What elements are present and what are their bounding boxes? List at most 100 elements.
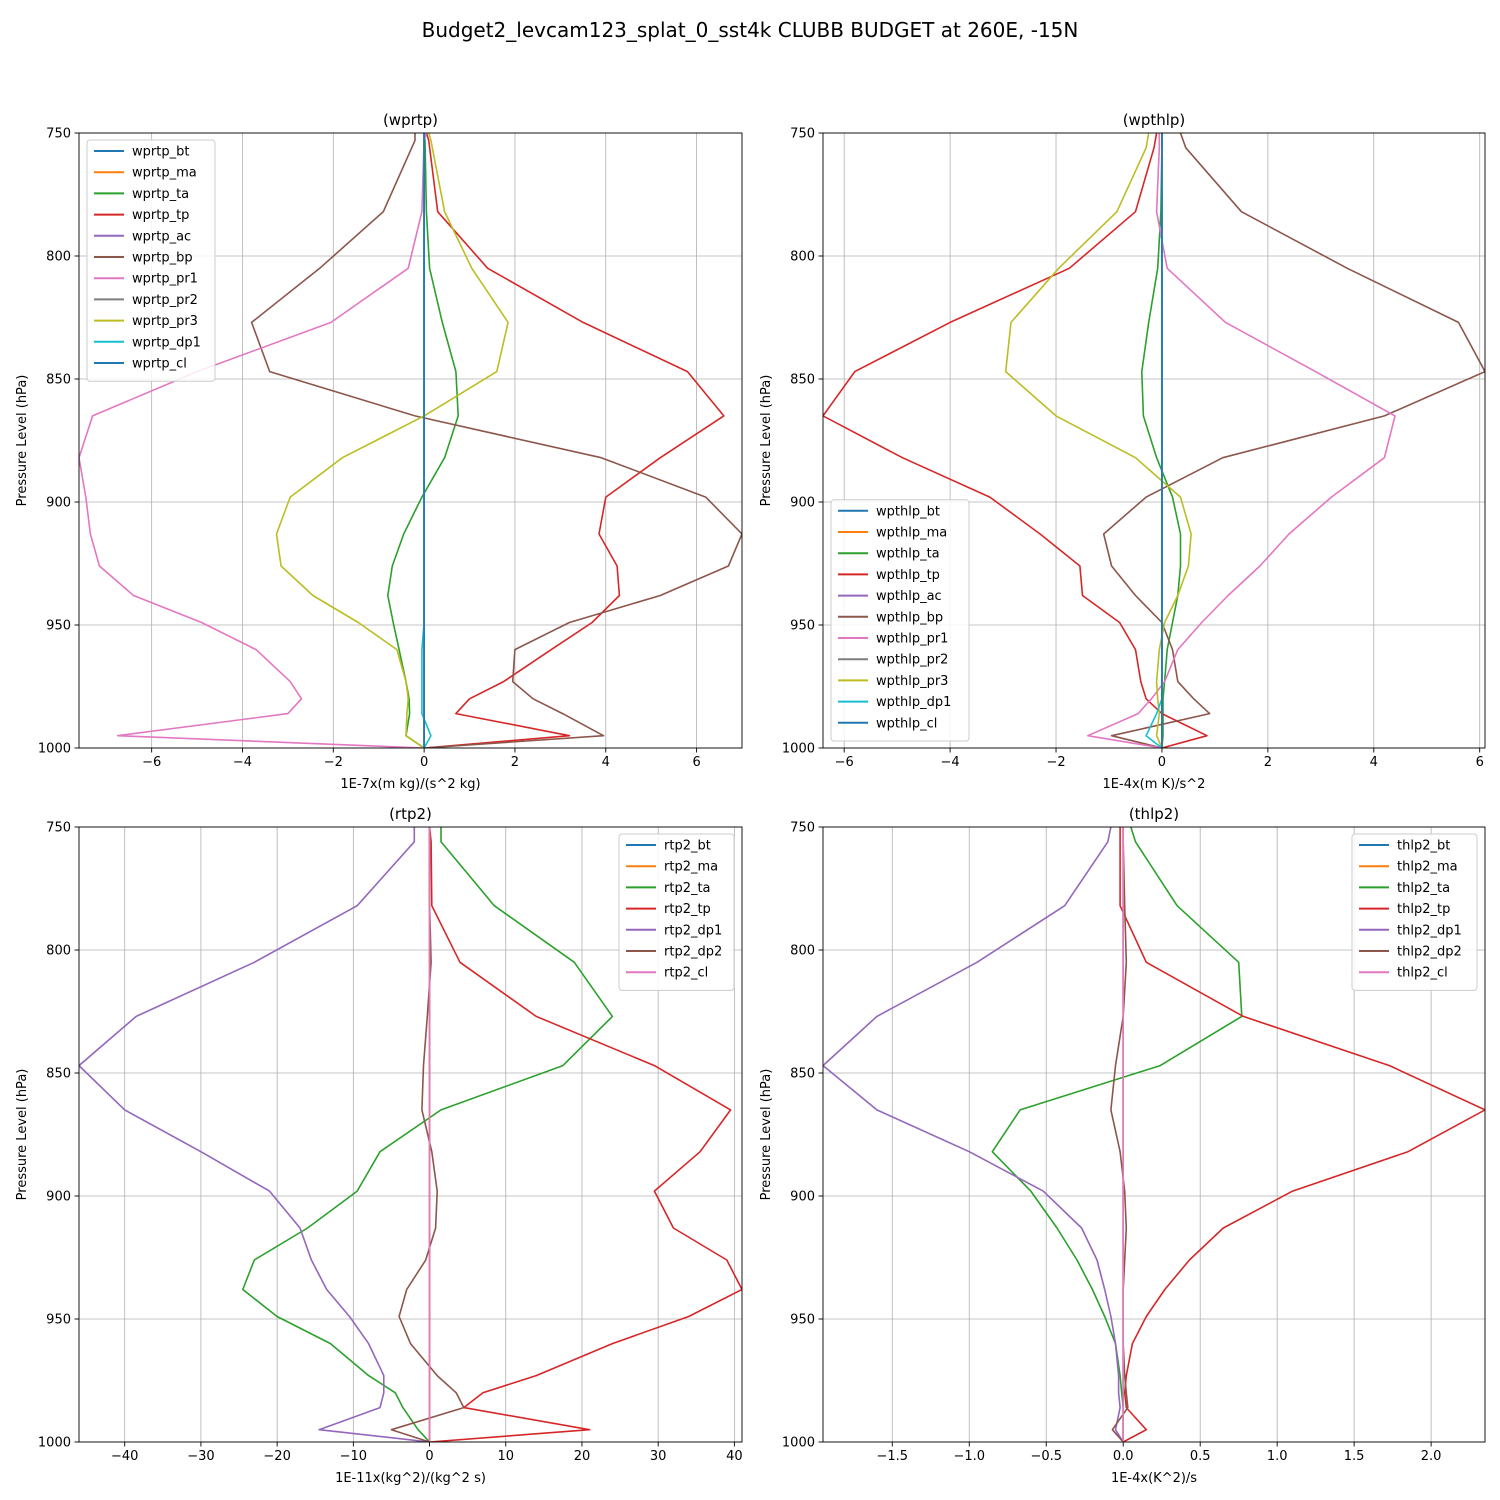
legend-label: wpthlp_pr2 (876, 653, 948, 668)
axes-frame (78, 132, 743, 749)
legend-label: wprtp_bt (132, 145, 189, 160)
legend-label: rtp2_dp2 (664, 945, 722, 960)
legend-label: wpthlp_dp1 (876, 695, 951, 710)
subplot-title: (thlp2) (1129, 805, 1179, 823)
series-line-wprtp_ta (386, 133, 460, 748)
y-tick-label: 750 (46, 821, 71, 836)
chart-panel-2: −40 −30 −20 −10 0 10 20 30 40 750 800 850 900 950 1000… (15, 805, 743, 1486)
axes-frame (822, 132, 1486, 749)
series-line-wpthlp_tp (823, 133, 1208, 748)
axes-frame (822, 826, 1486, 1443)
x-tick-label: 10 (497, 1449, 514, 1464)
legend-label: rtp2_tp (664, 902, 711, 917)
x-tick-label: 6 (1476, 755, 1484, 770)
legend-label: wpthlp_pr1 (876, 632, 948, 647)
y-tick-label: 800 (46, 944, 71, 959)
x-tick-label: 30 (650, 1449, 667, 1464)
legend-label: wpthlp_pr3 (876, 674, 948, 689)
legend: thlp2_bt thlp2_ma thlp2_ta thlp2_tp thlp2_dp… (1351, 833, 1478, 991)
legend-label: thlp2_ta (1397, 881, 1450, 896)
y-axis-label: Pressure Level (hPa) (15, 375, 30, 507)
legend-label: thlp2_cl (1397, 966, 1448, 981)
x-tick-label: 2 (511, 755, 519, 770)
x-tick-label: 0 (1158, 755, 1166, 770)
x-tick-label: −20 (263, 1449, 290, 1464)
series-line-thlp2_tp (1119, 827, 1485, 1442)
x-tick-label: −4 (233, 755, 252, 770)
legend-label: wprtp_bp (132, 251, 193, 266)
x-tick-label: −0.5 (1030, 1449, 1062, 1464)
legend-label: rtp2_ma (664, 860, 718, 875)
x-tick-label: 0.5 (1190, 1449, 1211, 1464)
y-tick-label: 950 (790, 619, 815, 634)
subplot-title: (rtp2) (389, 805, 432, 823)
y-tick-label: 900 (790, 496, 815, 511)
x-tick-label: −6 (142, 755, 161, 770)
y-tick-label: 750 (790, 821, 815, 836)
legend-label: thlp2_tp (1397, 902, 1450, 917)
y-tick-label: 800 (790, 250, 815, 265)
x-tick-label: 20 (574, 1449, 591, 1464)
legend-label: wpthlp_bp (876, 610, 943, 625)
x-tick-label: 4 (602, 755, 610, 770)
legend-label: wpthlp_tp (876, 568, 940, 583)
x-tick-label: 2.0 (1421, 1449, 1442, 1464)
chart-panel-0: −6 −4 −2 0 2 4 6 750 800 850 900 950 1000 (wprtp) 1E-7… (15, 111, 743, 792)
legend: rtp2_bt rtp2_ma rtp2_ta rtp2_tp rtp2_dp1 rtp2… (618, 833, 735, 991)
x-tick-label: −2 (1046, 755, 1065, 770)
y-tick-label: 850 (46, 1067, 71, 1082)
y-tick-label: 850 (46, 373, 71, 388)
x-axis-label: 1E-7x(m kg)/(s^2 kg) (340, 777, 480, 792)
y-tick-label: 1000 (38, 742, 71, 757)
series-line-wprtp_bp (250, 133, 742, 748)
legend: wprtp_bt wprtp_ma wprtp_ta wprtp_tp wprtp_ac… (86, 139, 216, 382)
figure-title: Budget2_levcam123_splat_0_sst4k CLUBB BU… (422, 18, 1079, 42)
legend-label: wprtp_pr3 (132, 314, 198, 329)
legend-label: wprtp_ta (132, 187, 189, 202)
series-line-wpthlp_ta (1141, 133, 1182, 748)
legend-label: rtp2_dp1 (664, 923, 722, 938)
series-line-wpthlp_bp (1102, 133, 1485, 748)
y-tick-label: 850 (790, 373, 815, 388)
legend-label: wprtp_dp1 (132, 335, 201, 350)
legend-label: thlp2_ma (1397, 860, 1458, 875)
x-axis-label: 1E-4x(m K)/s^2 (1103, 777, 1206, 792)
legend-label: thlp2_dp2 (1397, 945, 1462, 960)
legend: wpthlp_bt wpthlp_ma wpthlp_ta wpthlp_tpwpth… (830, 499, 970, 742)
legend-label: wpthlp_ma (876, 526, 947, 541)
legend-label: wprtp_tp (132, 208, 189, 223)
y-tick-label: 1000 (38, 1436, 71, 1451)
x-axis-label: 1E-11x(kg^2)/(kg^2 s) (335, 1471, 486, 1486)
series-line-wprtp_pr1 (79, 133, 428, 748)
series-group (79, 827, 742, 1442)
y-tick-label: 1000 (782, 742, 815, 757)
series-group (823, 827, 1485, 1442)
legend-label: wpthlp_ta (876, 547, 940, 562)
series-line-thlp2_dp2 (1110, 827, 1129, 1442)
legend-label: wpthlp_bt (876, 504, 940, 519)
x-tick-label: 6 (692, 755, 700, 770)
legend-label: thlp2_dp1 (1397, 923, 1462, 938)
series-line-wpthlp_pr1 (1087, 133, 1396, 748)
legend-label: wpthlp_cl (876, 716, 937, 731)
legend-label: wpthlp_ac (876, 589, 942, 604)
legend-label: rtp2_ta (664, 881, 711, 896)
axes-frame (78, 826, 743, 1443)
legend-label: wprtp_ac (132, 229, 191, 244)
y-tick-label: 750 (46, 127, 71, 142)
series-group (823, 133, 1485, 748)
chart-panel-3: −1.5 −1.0 −0.5 0.0 0.5 1.0 1.5 2.0 750 800 850 900 9… (759, 805, 1486, 1486)
y-tick-label: 900 (790, 1190, 815, 1205)
series-line-rtp2_dp2 (390, 827, 465, 1442)
y-tick-label: 950 (46, 619, 71, 634)
series-line-wprtp_pr3 (275, 133, 509, 748)
y-tick-label: 950 (46, 1313, 71, 1328)
chart-panel-1: −6 −4 −2 0 2 4 6 750 800 850 900 950 1000 (wpthlp) 1E-… (759, 111, 1486, 792)
series-group (79, 133, 742, 748)
x-tick-label: −30 (187, 1449, 214, 1464)
series-line-rtp2_tp (428, 827, 742, 1442)
legend-label: wprtp_pr1 (132, 272, 198, 287)
series-line-rtp2_ta (242, 827, 614, 1442)
x-tick-label: 0 (420, 755, 428, 770)
series-line-thlp2_ta (991, 827, 1243, 1442)
